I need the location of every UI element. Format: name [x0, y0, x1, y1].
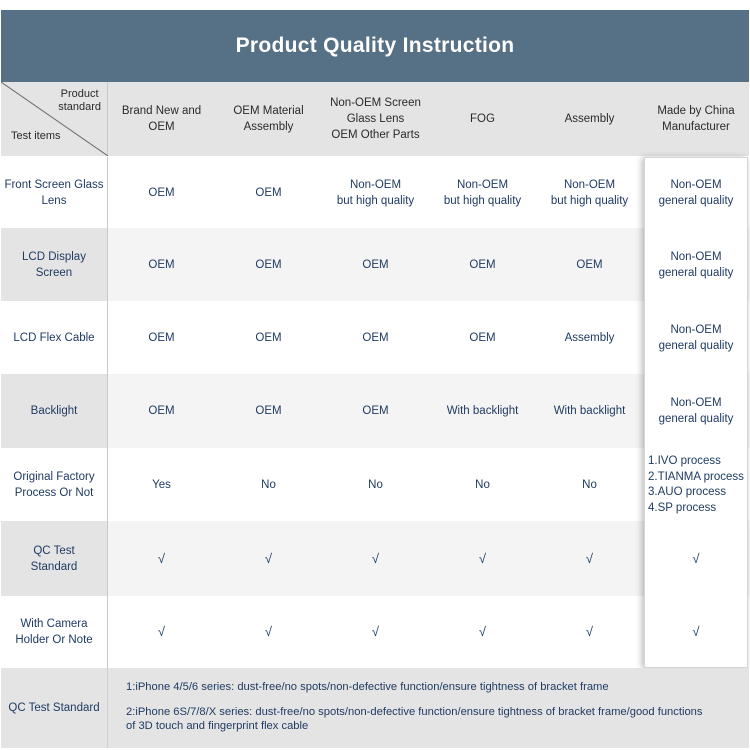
table-cell: OEM: [255, 331, 282, 344]
column-header-china-manufacturer: Made by China Manufacturer: [657, 105, 735, 133]
column-header-brand-new: Brand New and OEM: [121, 105, 202, 133]
check-mark: √: [478, 550, 487, 566]
table-cell: With backlight: [446, 405, 519, 417]
process-item: 4.SP process: [648, 501, 717, 514]
table-cell: OEM: [255, 186, 282, 199]
page-title: Product Quality Instruction: [1, 10, 749, 82]
footer-label: QC Test Standard: [1, 668, 108, 748]
row-label-camera-holder: With Camera Holder Or Note: [1, 596, 108, 668]
table-cell: No: [582, 478, 597, 491]
table-cell: OEM: [255, 405, 282, 417]
check-mark: √: [585, 624, 594, 639]
check-mark: √: [692, 550, 700, 566]
row-label-qc-test: QC Test Standard: [1, 521, 108, 596]
table-cell: OEM: [362, 405, 389, 417]
table-cell: Non-OEM but high quality: [336, 178, 415, 207]
row-label-front-glass: Front Screen Glass Lens: [1, 157, 108, 228]
header-row: [1, 82, 749, 156]
table-cell: OEM: [148, 186, 175, 199]
table-row: [108, 228, 749, 301]
check-mark: √: [157, 550, 166, 566]
check-mark: √: [371, 624, 380, 639]
table-cell: OEM: [148, 258, 175, 271]
table-cell: Non-OEM general quality: [658, 178, 734, 207]
table-cell: OEM: [255, 258, 282, 271]
process-item: 3.AUO process: [648, 486, 726, 498]
footer-standard-line-2: 2:iPhone 6S/7/8/X series: dust-free/no s…: [126, 706, 703, 732]
table-cell: OEM: [148, 331, 175, 344]
corner-header: Product standard Test items: [1, 82, 108, 156]
table-cell: No: [368, 478, 383, 491]
table-cell: No: [261, 478, 276, 491]
table-cell: OEM: [576, 258, 603, 271]
table-cell: OEM: [148, 405, 175, 417]
row-label-original-process: Original Factory Process Or Not: [1, 448, 108, 521]
table-cell: Non-OEM general quality: [658, 323, 734, 352]
corner-top-label: Product standard: [58, 88, 101, 113]
table-cell: OEM: [469, 258, 496, 271]
process-item: 1.IVO process: [648, 455, 721, 467]
table-row: [108, 157, 749, 228]
table-cell: OEM: [362, 258, 389, 271]
table-cell: Non-OEM general quality: [658, 250, 734, 279]
row-label-lcd-display: LCD Display Screen: [1, 228, 108, 301]
check-mark: √: [264, 624, 273, 639]
table-cell: Non-OEM but high quality: [550, 178, 629, 207]
table-cell: With backlight: [553, 405, 626, 417]
table-row: [108, 521, 749, 596]
check-mark: √: [264, 550, 273, 566]
check-mark: √: [692, 624, 700, 639]
footer-standard-line-1: 1:iPhone 4/5/6 series: dust-free/no spot…: [126, 681, 609, 693]
diagonal-line: [1, 82, 108, 156]
china-manufacturer-column: [644, 157, 748, 668]
column-header-fog: FOG: [470, 113, 495, 125]
table-cell: Yes: [152, 478, 171, 491]
table-row: [108, 448, 749, 521]
table-cell: OEM: [469, 331, 496, 344]
check-mark: √: [585, 550, 594, 566]
row-label-backlight: Backlight: [1, 374, 108, 448]
check-mark: √: [478, 624, 487, 639]
table-row: [108, 301, 749, 374]
table-row: [108, 374, 749, 448]
column-header-oem-material: OEM Material Assembly: [233, 105, 304, 133]
row-label-flex-cable: LCD Flex Cable: [1, 301, 108, 374]
table-cell: Assembly: [564, 331, 615, 344]
column-header-assembly: Assembly: [564, 113, 615, 125]
table-cell: OEM: [362, 331, 389, 344]
column-header-non-oem-screen: Non-OEM Screen Glass Lens OEM Other Part…: [330, 97, 421, 141]
table-row: [108, 596, 749, 668]
check-mark: √: [157, 624, 166, 639]
footer-row: [1, 668, 749, 748]
process-item: 2.TIANMA process: [648, 470, 744, 483]
corner-bottom-label: Test items: [11, 130, 61, 142]
process-list: 1.IVO process 2.TIANMA process 3.AUO pro…: [648, 454, 748, 516]
table-cell: Non-OEM but high quality: [443, 178, 522, 207]
table-cell: Non-OEM general quality: [658, 397, 734, 425]
table-cell: No: [475, 478, 490, 491]
check-mark: √: [371, 550, 380, 566]
